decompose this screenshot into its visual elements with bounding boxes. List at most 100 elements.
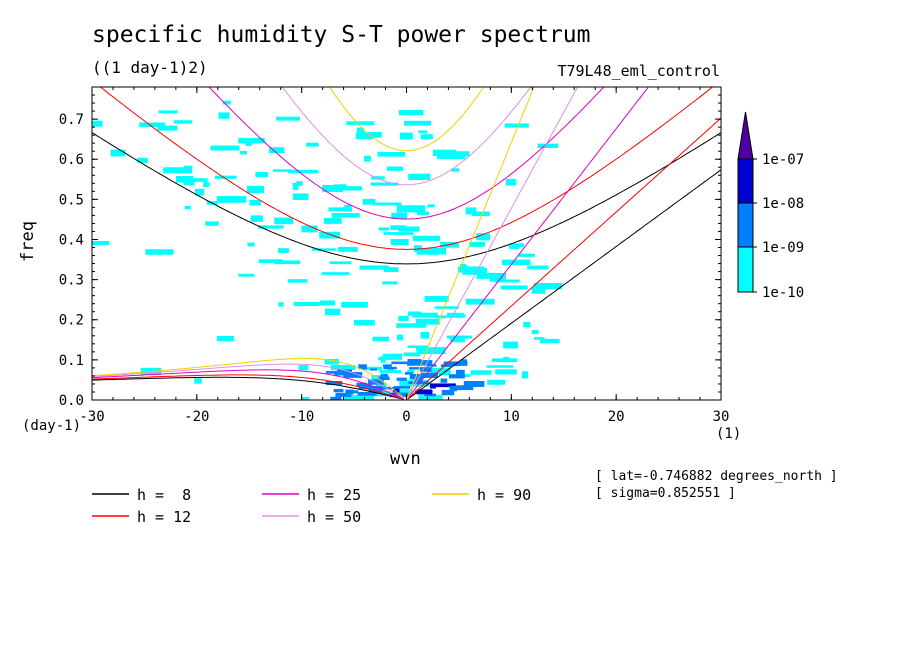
heat-cell <box>416 347 446 355</box>
heat-cell <box>409 373 424 380</box>
heat-cell <box>255 172 269 178</box>
heat-cell <box>218 112 230 119</box>
dispersion-curves <box>92 87 721 400</box>
heat-cell <box>158 110 178 114</box>
heat-cell <box>396 334 404 341</box>
heat-cell <box>239 150 248 155</box>
colorbar-label: 1e-08 <box>762 196 804 212</box>
heat-cell <box>426 364 437 367</box>
heat-cell <box>418 130 428 134</box>
heat-cell <box>362 198 376 205</box>
heat-cell <box>139 122 166 127</box>
heat-cell <box>319 300 336 306</box>
heat-cell <box>276 116 300 121</box>
heat-cell <box>250 215 263 222</box>
x-tick-label: 0 <box>402 409 410 425</box>
heat-cell <box>414 378 423 384</box>
x-axis-unit: (1) <box>716 426 742 442</box>
y-tick-label: 0.4 <box>59 232 84 248</box>
heat-cell <box>391 212 408 220</box>
heat-cell <box>449 385 457 392</box>
kelvin-wave-curve <box>406 117 721 400</box>
heat-cell <box>278 302 284 307</box>
heat-cell <box>352 390 359 394</box>
heat-cell <box>195 188 205 196</box>
chart-subtitle: ((1 day-1)2) <box>92 58 208 77</box>
heat-cell <box>415 347 427 351</box>
heat-cell <box>92 240 110 246</box>
legend: h = 8 h = 12 h = 25 h = 50 h = 90 <box>92 486 531 526</box>
heat-cell <box>494 279 520 283</box>
heat-cell <box>509 243 520 249</box>
heat-cell <box>272 169 292 172</box>
heat-cell <box>440 378 448 383</box>
y-tick-label: 0.6 <box>59 152 84 168</box>
rossby-wave-curve <box>92 363 405 399</box>
heat-cell <box>205 221 219 226</box>
colorbar: 1e-07 1e-08 1e-09 1e-10 <box>737 111 804 301</box>
heat-cell <box>382 386 396 390</box>
heat-cell <box>378 376 390 381</box>
heat-cell <box>415 318 440 325</box>
heat-cell <box>274 217 294 225</box>
heat-cell <box>333 389 344 393</box>
heat-cell <box>377 357 394 360</box>
heat-cell <box>448 374 465 379</box>
heat-cell <box>292 182 299 190</box>
heat-cell <box>461 374 471 377</box>
heat-cell <box>306 142 319 147</box>
heat-cell <box>521 371 529 379</box>
heat-cell <box>330 364 356 371</box>
y-tick-label: 0.2 <box>59 313 84 329</box>
info-latitude: [ lat=-0.746882 degrees_north ] <box>595 469 838 484</box>
heat-cell <box>214 175 237 179</box>
heat-cell <box>429 383 436 389</box>
legend-label: h = 8 <box>137 486 191 504</box>
heat-cell <box>334 186 363 191</box>
inertia-gravity-curve <box>328 87 485 152</box>
heat-cell <box>404 120 431 126</box>
heat-cell <box>334 373 347 376</box>
x-tick-label: -30 <box>79 409 104 425</box>
heat-cell <box>287 279 308 283</box>
heat-cell <box>465 298 495 305</box>
heat-cell <box>396 377 407 381</box>
heat-cell <box>145 249 174 255</box>
heat-cell <box>471 211 490 217</box>
info-sigma: [ sigma=0.852551 ] <box>595 486 736 501</box>
heat-cell <box>370 182 399 186</box>
heat-cell <box>465 207 477 215</box>
heat-cell <box>293 301 320 307</box>
heat-cell <box>383 232 414 235</box>
heat-cell <box>408 381 429 385</box>
x-axis-label: wvn <box>390 449 421 469</box>
heat-cell <box>390 239 409 246</box>
heat-cell <box>110 149 126 157</box>
heat-cell <box>216 196 247 203</box>
heat-cell <box>176 175 194 183</box>
heat-cell <box>383 267 399 272</box>
heat-cell <box>247 185 264 194</box>
colorbar-label: 1e-09 <box>762 240 804 256</box>
kelvin-wave-curve <box>406 87 579 400</box>
x-tick-label: 10 <box>503 409 520 425</box>
heat-cell <box>356 382 367 387</box>
heat-cell <box>359 265 389 270</box>
heat-cell <box>495 369 517 375</box>
heat-cell <box>533 282 563 290</box>
heat-cell <box>386 166 403 171</box>
y-tick-label: 0.5 <box>59 192 84 208</box>
heat-cell <box>392 389 413 395</box>
x-tick-label: -20 <box>184 409 209 425</box>
heat-cell <box>268 147 285 153</box>
x-tick-label: 30 <box>713 409 730 425</box>
heat-cell <box>238 273 255 277</box>
heat-cell <box>245 140 252 147</box>
heat-cell <box>436 155 466 159</box>
heat-cell <box>407 369 415 374</box>
heat-cell <box>184 205 191 210</box>
x-tick-label: -10 <box>289 409 314 425</box>
heat-cell <box>408 173 431 180</box>
heat-cell <box>370 368 377 371</box>
